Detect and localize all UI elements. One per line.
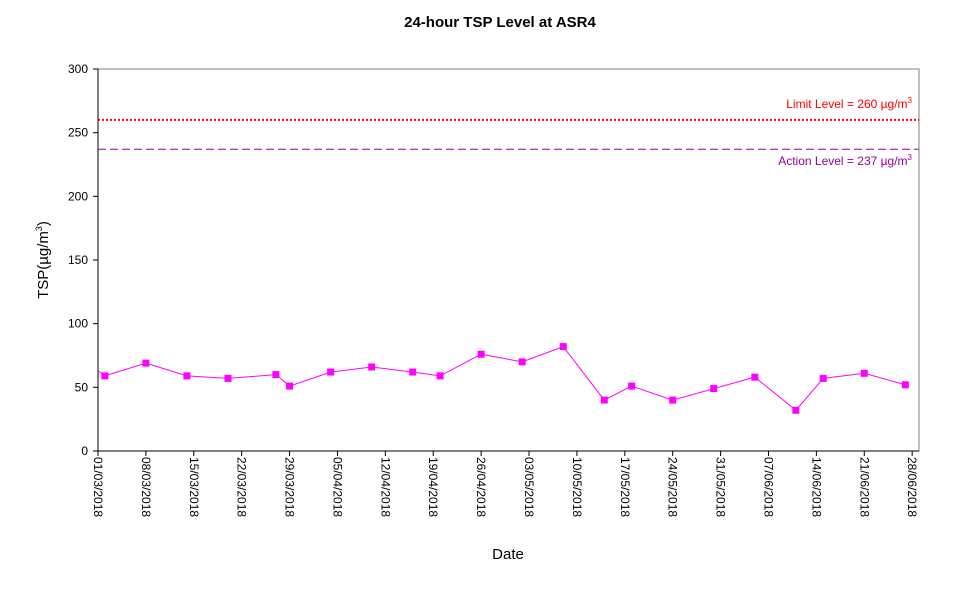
- x-tick-label: 08/03/2018: [139, 457, 153, 517]
- series-line: [104, 346, 906, 411]
- data-point: [183, 372, 191, 380]
- x-tick-label: 01/03/2018: [91, 457, 105, 517]
- limit-level-label: Limit Level = 260 µg/m3: [786, 96, 912, 111]
- data-point: [600, 396, 608, 404]
- x-tick-label: 22/03/2018: [235, 457, 249, 517]
- x-tick-label: 14/06/2018: [809, 457, 823, 517]
- data-point: [436, 372, 444, 380]
- chart-title: 24-hour TSP Level at ASR4: [404, 14, 596, 31]
- data-point: [819, 374, 827, 382]
- data-point: [142, 359, 150, 367]
- x-tick-label: 07/06/2018: [761, 457, 775, 517]
- data-point: [224, 374, 232, 382]
- y-axis-label-text: TSP(µg/m: [35, 231, 52, 299]
- x-tick-label: 24/05/2018: [666, 457, 680, 517]
- ref-label-sup: 3: [908, 153, 913, 162]
- y-tick-label: 250: [68, 126, 88, 140]
- data-point: [710, 385, 718, 393]
- ref-label-text: Action Level = 237 µg/m: [778, 154, 907, 168]
- x-tick-label: 31/05/2018: [714, 457, 728, 517]
- y-tick-label: 150: [68, 253, 88, 267]
- data-point: [327, 368, 335, 376]
- y-axis-label-end: ): [35, 221, 52, 226]
- x-tick-label: 26/04/2018: [474, 457, 488, 517]
- data-point: [559, 343, 567, 351]
- y-tick-label: 300: [68, 62, 88, 76]
- data-point: [518, 358, 526, 366]
- data-point: [409, 368, 417, 376]
- x-tick-label: 29/03/2018: [283, 457, 297, 517]
- x-tick-label: 03/05/2018: [522, 457, 536, 517]
- y-tick-label: 50: [75, 380, 89, 394]
- data-point: [860, 369, 868, 377]
- ref-label-text: Limit Level = 260 µg/m: [786, 97, 907, 111]
- x-tick-label: 15/03/2018: [187, 457, 201, 517]
- y-tick-label: 200: [68, 189, 88, 203]
- x-tick-label: 05/04/2018: [330, 457, 344, 517]
- data-point: [286, 382, 294, 390]
- x-tick-label: 21/06/2018: [857, 457, 871, 517]
- y-tick-label: 0: [81, 444, 88, 458]
- plot-frame: [97, 68, 920, 452]
- data-point: [901, 381, 909, 389]
- data-point: [628, 382, 636, 390]
- data-point: [477, 350, 485, 358]
- x-axis-label: Date: [492, 546, 524, 563]
- ref-label-sup: 3: [908, 96, 913, 105]
- x-tick-label: 28/06/2018: [905, 457, 919, 517]
- data-point: [751, 373, 759, 381]
- y-axis-label: TSP(µg/m3): [34, 221, 52, 299]
- data-point: [272, 371, 280, 379]
- data-point: [368, 363, 376, 371]
- y-axis-label-sup: 3: [34, 226, 44, 231]
- data-point: [101, 372, 109, 380]
- action-level-label: Action Level = 237 µg/m3: [778, 153, 912, 168]
- x-tick-label: 17/05/2018: [618, 457, 632, 517]
- data-point: [792, 406, 800, 414]
- x-tick-label: 19/04/2018: [426, 457, 440, 517]
- x-tick-label: 12/04/2018: [378, 457, 392, 517]
- plot-area: 0 50 100 150 200 250 300 01/03/2018 08/03/2018 15…: [68, 62, 920, 517]
- y-tick-label: 100: [68, 317, 88, 331]
- data-point: [669, 396, 677, 404]
- x-tick-label: 10/05/2018: [570, 457, 584, 517]
